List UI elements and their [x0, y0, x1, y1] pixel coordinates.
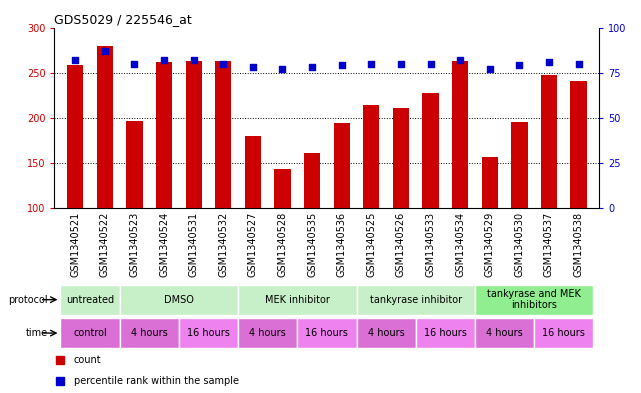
Text: 16 hours: 16 hours: [187, 328, 230, 338]
Bar: [297, 318, 356, 348]
Text: GSM1340531: GSM1340531: [188, 212, 199, 277]
Text: GSM1340536: GSM1340536: [337, 212, 347, 277]
Bar: [363, 105, 379, 208]
Bar: [126, 121, 142, 208]
Bar: [304, 153, 320, 208]
Text: 4 hours: 4 hours: [249, 328, 286, 338]
Text: GSM1340538: GSM1340538: [574, 212, 583, 277]
Point: [395, 61, 406, 67]
Text: untreated: untreated: [66, 295, 114, 305]
Bar: [512, 122, 528, 208]
Text: GSM1340524: GSM1340524: [159, 212, 169, 277]
Bar: [534, 318, 594, 348]
Bar: [60, 285, 120, 315]
Bar: [481, 157, 498, 208]
Bar: [156, 62, 172, 208]
Text: DMSO: DMSO: [164, 295, 194, 305]
Bar: [185, 61, 202, 208]
Point: [129, 61, 140, 67]
Text: GSM1340530: GSM1340530: [514, 212, 524, 277]
Point: [574, 61, 584, 67]
Point: [514, 62, 524, 69]
Point: [307, 64, 317, 70]
Text: GSM1340523: GSM1340523: [129, 212, 140, 277]
Bar: [238, 318, 297, 348]
Text: GSM1340533: GSM1340533: [426, 212, 435, 277]
Text: GSM1340534: GSM1340534: [455, 212, 465, 277]
Text: GSM1340521: GSM1340521: [71, 212, 80, 277]
Text: time: time: [26, 328, 48, 338]
Bar: [245, 136, 261, 208]
Bar: [356, 318, 416, 348]
Text: tankyrase and MEK
inhibitors: tankyrase and MEK inhibitors: [487, 289, 581, 310]
Point: [159, 57, 169, 63]
Text: 16 hours: 16 hours: [542, 328, 585, 338]
Text: GSM1340528: GSM1340528: [278, 212, 288, 277]
Point: [366, 61, 376, 67]
Bar: [452, 61, 469, 208]
Text: 4 hours: 4 hours: [368, 328, 404, 338]
Text: 4 hours: 4 hours: [131, 328, 167, 338]
Text: GSM1340525: GSM1340525: [366, 212, 376, 277]
Bar: [393, 108, 409, 208]
Text: GSM1340532: GSM1340532: [219, 212, 228, 277]
Text: control: control: [73, 328, 107, 338]
Bar: [416, 318, 475, 348]
Bar: [422, 93, 438, 208]
Bar: [238, 285, 356, 315]
Text: 16 hours: 16 hours: [424, 328, 467, 338]
Text: GSM1340529: GSM1340529: [485, 212, 495, 277]
Text: 4 hours: 4 hours: [487, 328, 523, 338]
Text: GSM1340535: GSM1340535: [307, 212, 317, 277]
Bar: [475, 285, 594, 315]
Text: percentile rank within the sample: percentile rank within the sample: [74, 376, 238, 386]
Text: GSM1340522: GSM1340522: [100, 212, 110, 277]
Point: [188, 57, 199, 63]
Bar: [120, 285, 238, 315]
Point: [100, 48, 110, 54]
Point: [70, 57, 80, 63]
Text: GDS5029 / 225546_at: GDS5029 / 225546_at: [54, 13, 192, 26]
Text: protocol: protocol: [8, 295, 48, 305]
Bar: [120, 318, 179, 348]
Bar: [333, 123, 350, 208]
Text: 16 hours: 16 hours: [306, 328, 348, 338]
Bar: [215, 61, 231, 208]
Point: [278, 66, 288, 72]
Point: [337, 62, 347, 69]
Bar: [570, 81, 587, 208]
Bar: [541, 75, 557, 208]
Point: [218, 61, 228, 67]
Point: [485, 66, 495, 72]
Bar: [97, 46, 113, 208]
Point: [248, 64, 258, 70]
Text: GSM1340527: GSM1340527: [248, 212, 258, 277]
Bar: [475, 318, 534, 348]
Point: [426, 61, 436, 67]
Point: [544, 59, 554, 65]
Bar: [60, 318, 120, 348]
Text: MEK inhibitor: MEK inhibitor: [265, 295, 329, 305]
Bar: [67, 66, 83, 208]
Text: count: count: [74, 354, 101, 365]
Text: GSM1340537: GSM1340537: [544, 212, 554, 277]
Bar: [356, 285, 475, 315]
Bar: [179, 318, 238, 348]
Text: GSM1340526: GSM1340526: [396, 212, 406, 277]
Bar: [274, 169, 290, 208]
Text: tankyrase inhibitor: tankyrase inhibitor: [370, 295, 462, 305]
Point: [455, 57, 465, 63]
